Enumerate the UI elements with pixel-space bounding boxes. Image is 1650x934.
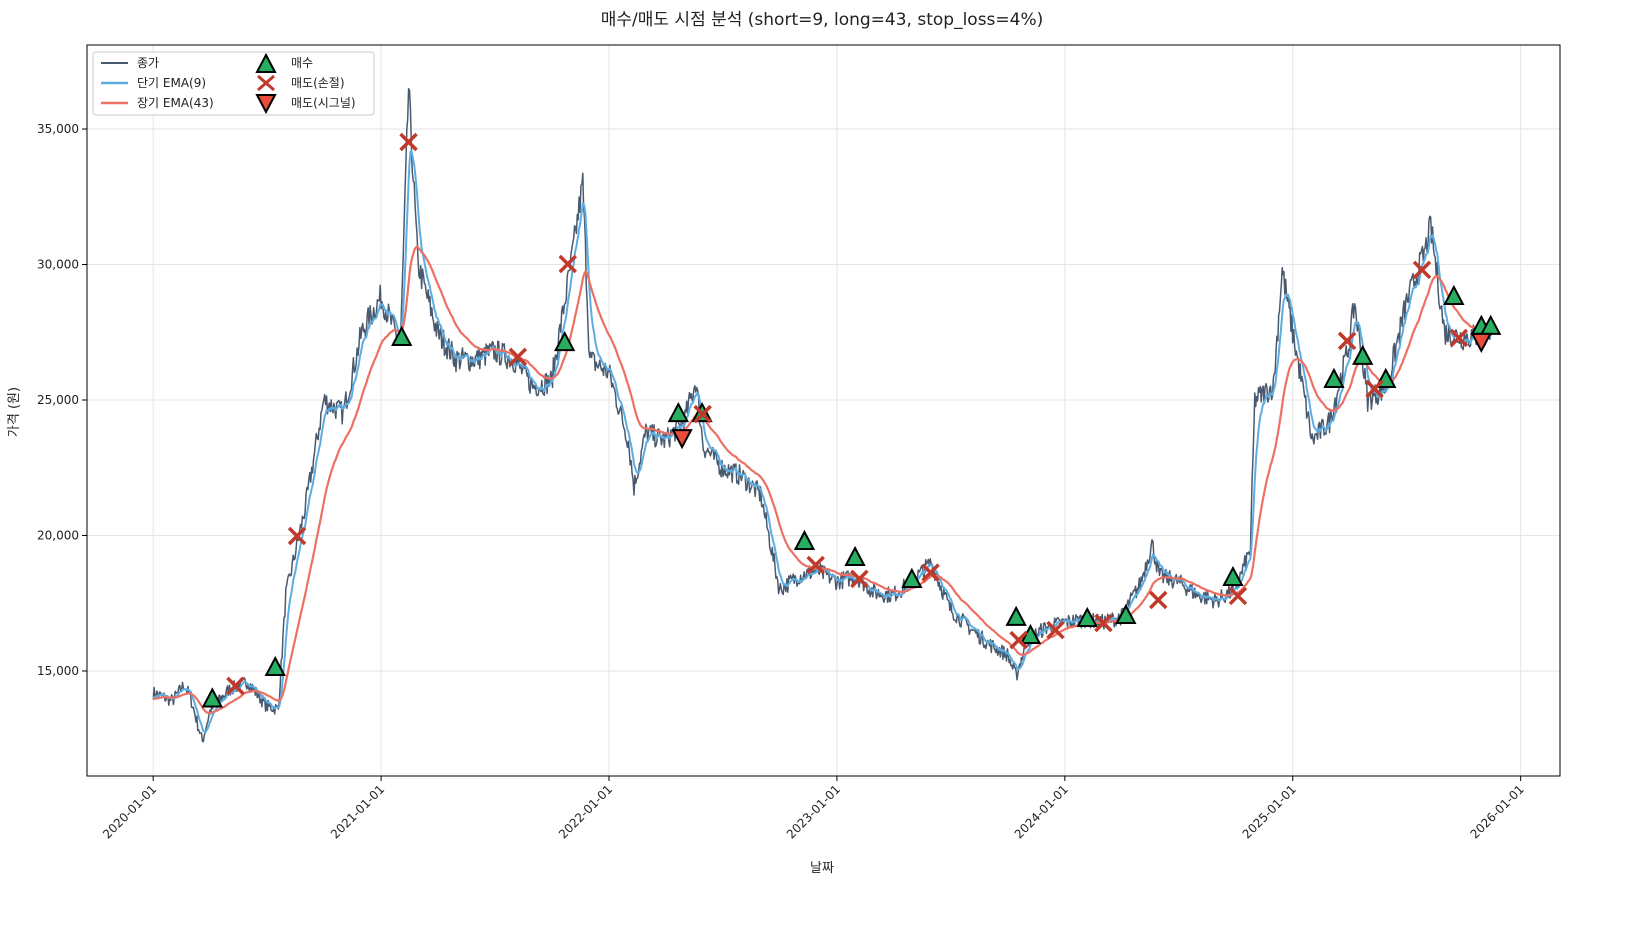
buy-marker: [1222, 565, 1244, 587]
sell-stop-marker: [1149, 590, 1168, 610]
x-tick-label: 2025-01-01: [1240, 782, 1299, 841]
x-tick-label: 2023-01-01: [784, 782, 843, 841]
sell-stop-marker: [693, 404, 712, 424]
legend-sell-stop-label: 매도(손절): [291, 76, 345, 90]
buy-marker: [264, 655, 286, 677]
sell-stop-marker: [1412, 260, 1432, 280]
sell-stop-marker: [850, 569, 869, 589]
sell-stop-marker: [226, 676, 245, 696]
sell-stop-marker: [1337, 331, 1357, 351]
buy-marker: [1115, 603, 1137, 624]
y-tick-label: 25,000: [37, 393, 79, 407]
sell-stop-marker: [1449, 328, 1469, 348]
legend-buy-label: 매수: [291, 56, 313, 70]
x-tick-label: 2022-01-01: [556, 782, 615, 841]
sell-stop-marker: [1009, 630, 1028, 650]
y-tick-label: 15,000: [37, 664, 79, 678]
sell-stop-marker: [508, 347, 528, 367]
markers-layer: [201, 132, 1502, 708]
buy-marker: [391, 325, 413, 346]
legend-sell-signal-label: 매도(시그널): [291, 96, 356, 110]
chart-title: 매수/매도 시점 분석 (short=9, long=43, stop_loss…: [601, 10, 1044, 30]
sell-stop-marker: [1046, 620, 1065, 640]
sell-stop-marker: [1228, 586, 1248, 606]
legend-close-label: 종가: [137, 56, 159, 70]
legend-ema-long-label: 장기 EMA(43): [137, 96, 214, 110]
sell-stop-marker: [1365, 379, 1384, 399]
sell-stop-marker: [558, 254, 578, 274]
buy-marker: [1443, 284, 1465, 306]
legend-sell-signal-marker: [255, 94, 277, 115]
sell-stop-marker: [1094, 613, 1113, 633]
buy-marker: [1005, 605, 1027, 626]
buy-marker: [201, 687, 224, 708]
legend-sell-stop-marker: [257, 74, 275, 92]
legend-buy-marker: [255, 52, 277, 73]
buy-marker: [1076, 606, 1098, 627]
plot-frame: [86, 44, 1561, 777]
x-axis: 2020-01-01 2021-01-01 2022-01-01 2023-01-01…: [100, 776, 1527, 841]
sell-stop-marker: [287, 526, 307, 546]
ema-long-line: [152, 245, 1495, 715]
y-tick-label: 20,000: [37, 528, 79, 542]
y-axis: 15,000 20,000 25,000 30,000 35,000: [37, 122, 87, 678]
buy-marker: [554, 330, 576, 352]
legend-box: [92, 51, 375, 116]
x-tick-label: 2020-01-01: [100, 782, 159, 841]
grid: [87, 45, 1560, 776]
sell-signal-marker: [1470, 332, 1492, 354]
x-tick-label: 2026-01-01: [1468, 782, 1527, 841]
sell-signal-marker: [671, 429, 693, 450]
buy-marker: [793, 529, 816, 550]
buy-marker: [1323, 367, 1345, 388]
y-axis-label: 가격 (원): [7, 387, 22, 437]
buy-marker: [901, 567, 923, 588]
sell-stop-marker: [806, 555, 825, 575]
x-tick-label: 2024-01-01: [1012, 782, 1071, 841]
ema-short-line: [152, 149, 1495, 733]
sell-stop-marker: [399, 132, 418, 152]
buy-marker: [667, 401, 689, 423]
series-layer: [152, 88, 1496, 743]
buy-marker: [1352, 344, 1374, 365]
buy-marker: [844, 545, 866, 566]
x-axis-label: 날짜: [810, 861, 834, 876]
legend: 종가 단기 EMA(9) 장기 EMA(43) 매수 매도(손절) 매도(시그널…: [92, 51, 375, 116]
x-tick-label: 2021-01-01: [328, 782, 387, 841]
sell-stop-marker: [921, 563, 940, 582]
legend-ema-short-label: 단기 EMA(9): [137, 76, 206, 90]
y-tick-label: 35,000: [37, 122, 79, 136]
y-tick-label: 30,000: [37, 258, 79, 272]
